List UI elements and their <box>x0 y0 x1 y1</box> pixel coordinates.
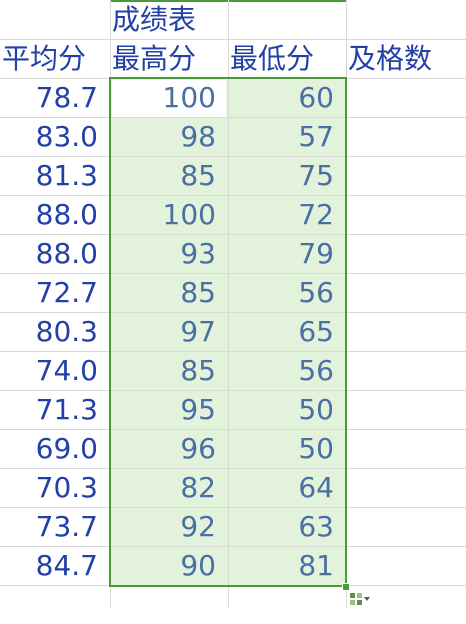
grid-line <box>0 156 466 157</box>
grid-line <box>228 0 229 608</box>
min-cell[interactable]: 57 <box>298 120 334 153</box>
min-cell[interactable]: 50 <box>298 393 334 426</box>
min-cell[interactable]: 79 <box>298 237 334 270</box>
pass-count-cell[interactable] <box>346 117 466 156</box>
grid-line <box>0 351 466 352</box>
pass-count-cell[interactable] <box>346 390 466 429</box>
quick-analysis-icon <box>350 593 362 605</box>
max-cell[interactable]: 100 <box>162 198 216 231</box>
pass-count-cell[interactable] <box>346 507 466 546</box>
pass-count-cell[interactable] <box>346 312 466 351</box>
pass-count-cell[interactable] <box>346 156 466 195</box>
empty-cell[interactable] <box>228 585 346 624</box>
fill-handle[interactable] <box>342 583 350 591</box>
chevron-down-icon <box>364 597 370 601</box>
max-cell[interactable]: 92 <box>180 510 216 543</box>
avg-cell[interactable]: 72.7 <box>35 276 98 309</box>
quick-analysis-button[interactable] <box>350 592 378 606</box>
avg-cell[interactable]: 70.3 <box>35 471 98 504</box>
grid-line <box>0 312 466 313</box>
pass-count-cell[interactable] <box>346 78 466 117</box>
avg-cell[interactable]: 74.0 <box>35 354 98 387</box>
grid-line <box>0 234 466 235</box>
avg-cell[interactable]: 84.7 <box>35 549 98 582</box>
min-cell[interactable]: 50 <box>298 432 334 465</box>
pass-count-cell[interactable] <box>346 195 466 234</box>
max-cell[interactable]: 97 <box>180 315 216 348</box>
min-cell[interactable]: 65 <box>298 315 334 348</box>
max-cell[interactable]: 100 <box>162 81 216 114</box>
avg-cell[interactable]: 88.0 <box>35 198 98 231</box>
grid-line <box>0 273 466 274</box>
grid-line <box>0 546 466 547</box>
pass-count-cell[interactable] <box>346 546 466 585</box>
avg-cell[interactable]: 81.3 <box>35 159 98 192</box>
header-min-cell[interactable]: 最低分 <box>230 42 315 75</box>
min-cell[interactable]: 56 <box>298 276 334 309</box>
header-max-cell[interactable]: 最高分 <box>112 42 197 75</box>
header-avg-cell[interactable]: 平均分 <box>2 42 87 75</box>
max-cell[interactable]: 85 <box>180 159 216 192</box>
max-cell[interactable]: 95 <box>180 393 216 426</box>
max-cell[interactable]: 96 <box>180 432 216 465</box>
grid-line <box>0 195 466 196</box>
grid-line <box>0 39 466 40</box>
grid-line <box>0 429 466 430</box>
empty-cell[interactable] <box>0 585 110 624</box>
selection-border <box>109 77 347 587</box>
avg-cell[interactable]: 73.7 <box>35 510 98 543</box>
avg-cell[interactable]: 88.0 <box>35 237 98 270</box>
pass-count-cell[interactable] <box>346 468 466 507</box>
max-cell[interactable]: 85 <box>180 276 216 309</box>
grid-line <box>0 468 466 469</box>
min-cell[interactable]: 75 <box>298 159 334 192</box>
max-cell[interactable]: 85 <box>180 354 216 387</box>
pass-count-cell[interactable] <box>346 234 466 273</box>
active-cell[interactable] <box>112 80 226 117</box>
min-cell[interactable]: 60 <box>298 81 334 114</box>
min-cell[interactable]: 64 <box>298 471 334 504</box>
min-cell[interactable]: 63 <box>298 510 334 543</box>
sheet-title-cell[interactable]: 成绩表 <box>112 3 197 36</box>
max-cell[interactable]: 82 <box>180 471 216 504</box>
pass-count-cell[interactable] <box>346 273 466 312</box>
header-pass-count-cell[interactable]: 及格数 <box>348 42 433 75</box>
grid-line <box>0 117 466 118</box>
max-cell[interactable]: 90 <box>180 549 216 582</box>
min-cell[interactable]: 81 <box>298 549 334 582</box>
pass-count-cell[interactable] <box>346 351 466 390</box>
spreadsheet-grid[interactable]: 成绩表 平均分 最高分 最低分 及格数 78.7 100 60 83.0 98 … <box>0 0 466 608</box>
avg-cell[interactable]: 71.3 <box>35 393 98 426</box>
grid-line <box>0 507 466 508</box>
max-cell[interactable]: 93 <box>180 237 216 270</box>
avg-cell[interactable]: 83.0 <box>35 120 98 153</box>
max-cell[interactable]: 98 <box>180 120 216 153</box>
avg-cell[interactable]: 69.0 <box>35 432 98 465</box>
min-cell[interactable]: 72 <box>298 198 334 231</box>
pass-count-cell[interactable] <box>346 429 466 468</box>
empty-cell[interactable] <box>110 585 228 624</box>
avg-cell[interactable]: 80.3 <box>35 315 98 348</box>
grid-line <box>0 390 466 391</box>
avg-cell[interactable]: 78.7 <box>35 81 98 114</box>
min-cell[interactable]: 56 <box>298 354 334 387</box>
